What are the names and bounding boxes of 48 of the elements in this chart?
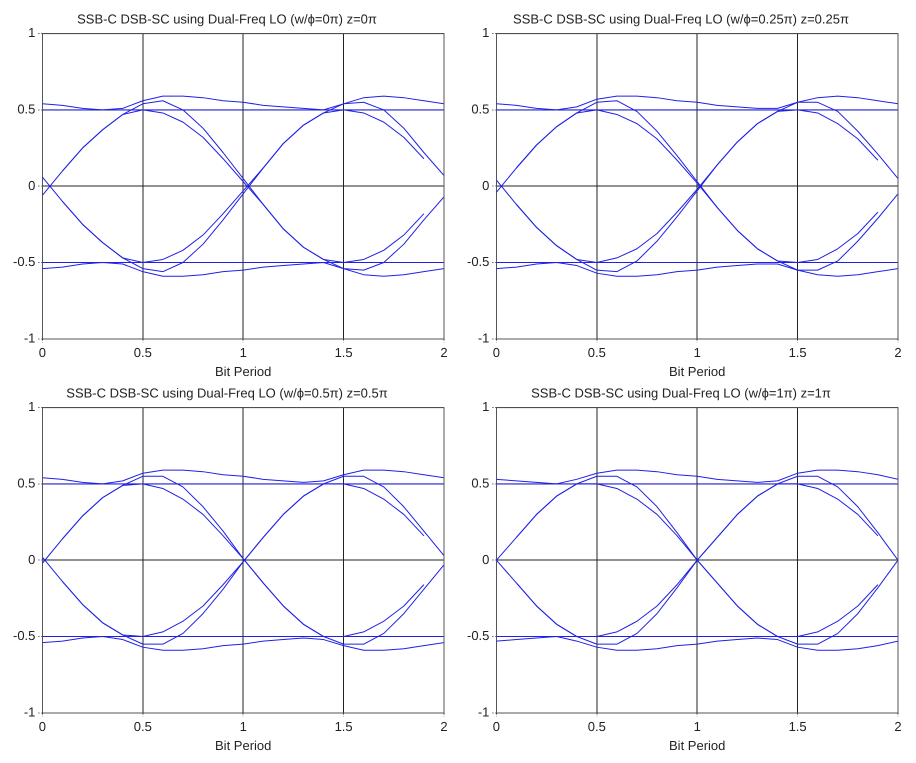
y-tick-label: 0 xyxy=(482,552,490,567)
x-tick-label: 1 xyxy=(240,345,247,360)
y-tick-label: 0 xyxy=(28,178,36,193)
chart-title: SSB-C DSB-SC using Dual-Freq LO (w/ϕ=0π) z=0π xyxy=(77,11,377,26)
y-tick-label: -1 xyxy=(24,704,36,720)
x-tick-label: 0.5 xyxy=(134,719,152,734)
x-tick-label: 2 xyxy=(440,345,448,360)
y-tick-label: -0.5 xyxy=(12,628,36,644)
x-tick-label: 0 xyxy=(38,345,46,360)
y-tick-label: -0.5 xyxy=(466,628,490,644)
y-tick-label: -1 xyxy=(478,330,490,346)
x-axis-title: Bit Period xyxy=(215,364,272,379)
chart-title: SSB-C DSB-SC using Dual-Freq LO (w/ϕ=1π) z=1π xyxy=(531,385,831,400)
x-tick-label: 1 xyxy=(240,719,247,734)
y-tick-label: 1 xyxy=(482,399,490,414)
x-tick-label: 1 xyxy=(694,345,701,360)
y-tick-label: -0.5 xyxy=(466,254,490,270)
x-tick-label: 1.5 xyxy=(334,345,353,360)
y-tick-label: 0 xyxy=(28,552,36,567)
y-tick-label: -1 xyxy=(24,330,36,346)
x-tick-label: 1.5 xyxy=(334,719,353,734)
x-tick-label: 0.5 xyxy=(588,719,606,734)
x-tick-label: 0.5 xyxy=(134,345,152,360)
x-tick-label: 1 xyxy=(694,719,701,734)
x-tick-label: 0 xyxy=(38,719,46,734)
y-tick-label: 0.5 xyxy=(17,475,36,490)
y-tick-label: 1 xyxy=(28,399,36,414)
x-axis-title: Bit Period xyxy=(669,738,726,753)
x-tick-label: 0 xyxy=(492,719,500,734)
x-tick-label: 0 xyxy=(492,345,500,360)
x-tick-label: 1.5 xyxy=(788,719,807,734)
x-tick-label: 2 xyxy=(894,719,902,734)
y-tick-label: -1 xyxy=(478,704,490,720)
x-axis-title: Bit Period xyxy=(215,738,272,753)
x-tick-label: 1.5 xyxy=(788,345,807,360)
y-tick-label: 0.5 xyxy=(17,101,36,116)
x-axis-title: Bit Period xyxy=(669,364,726,379)
y-tick-label: 0 xyxy=(482,178,490,193)
y-tick-label: 1 xyxy=(482,25,490,40)
x-tick-label: 2 xyxy=(894,345,902,360)
y-tick-label: 0.5 xyxy=(471,475,490,490)
x-tick-label: 2 xyxy=(440,719,448,734)
y-tick-label: 0.5 xyxy=(471,101,490,116)
chart-title: SSB-C DSB-SC using Dual-Freq LO (w/ϕ=0.25π) z=0.25π xyxy=(513,11,849,26)
chart-title: SSB-C DSB-SC using Dual-Freq LO (w/ϕ=0.5π) z=0.5π xyxy=(66,385,388,400)
x-tick-label: 0.5 xyxy=(588,345,606,360)
y-tick-label: -0.5 xyxy=(12,254,36,270)
y-tick-label: 1 xyxy=(28,25,36,40)
